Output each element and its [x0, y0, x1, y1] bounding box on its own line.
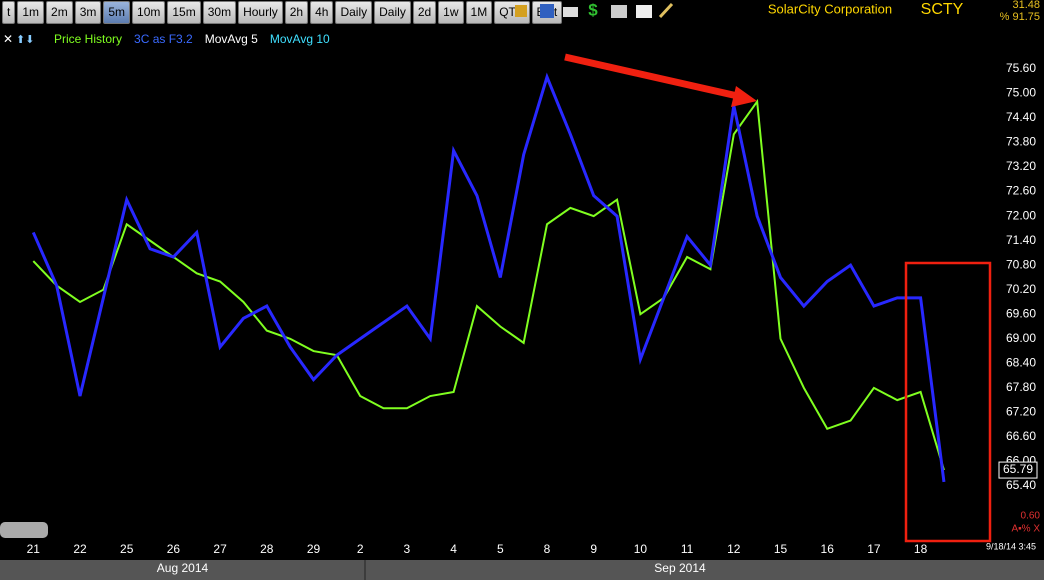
x-tick-label: 28 — [260, 542, 274, 556]
x-tick-label: 29 — [307, 542, 321, 556]
timeframe-button[interactable]: 2d — [412, 1, 437, 24]
timeframe-button[interactable]: 1w — [438, 1, 464, 24]
y-tick-label: 65.40 — [1006, 478, 1036, 492]
x-tick-label: 2 — [357, 542, 364, 556]
last-price-label: 65.79 — [1003, 462, 1033, 476]
x-tick-label: 17 — [867, 542, 881, 556]
y-tick-label: 70.20 — [1006, 282, 1036, 296]
timeframe-button[interactable]: Edit — [531, 1, 563, 24]
y-tick-label: 72.00 — [1006, 208, 1036, 222]
timeframe-button[interactable]: 2m — [46, 1, 73, 24]
timeframe-button[interactable]: 15m — [167, 1, 201, 24]
scroll-handle[interactable] — [0, 522, 48, 538]
legend-entry: MovAvg 5 — [205, 32, 258, 46]
timeframe-button[interactable]: 10m — [132, 1, 166, 24]
month-label: Aug 2014 — [157, 561, 209, 575]
x-tick-label: 15 — [774, 542, 788, 556]
y-tick-label: 73.20 — [1006, 159, 1036, 173]
y-tick-label: 71.40 — [1006, 233, 1036, 247]
y-tick-label: 72.60 — [1006, 184, 1036, 198]
timeframe-button[interactable]: t — [2, 1, 16, 24]
timestamp: 9/18/14 3:45 — [986, 541, 1036, 551]
x-tick-label: 27 — [213, 542, 227, 556]
timeframe-button[interactable]: Daily — [335, 1, 373, 24]
x-tick-label: 16 — [821, 542, 835, 556]
company-name: SolarCity Corporation — [768, 1, 892, 16]
quote-bottom: % 91.75 — [1000, 11, 1040, 23]
symbol: SCTY — [921, 1, 964, 18]
timeframe-button[interactable]: 1M — [465, 1, 493, 24]
annotation-arrowhead — [731, 86, 757, 107]
series-line — [31, 72, 946, 483]
y-tick-label: 66.60 — [1006, 429, 1036, 443]
y-tick-label: 67.20 — [1006, 405, 1036, 419]
y-tick-label: 67.80 — [1006, 380, 1036, 394]
y-tick-label: 69.60 — [1006, 306, 1036, 320]
annotation-box — [904, 261, 992, 543]
timeframe-button[interactable]: 3m — [74, 1, 102, 24]
x-tick-label: 10 — [634, 542, 648, 556]
x-tick-label: 12 — [727, 542, 741, 556]
indicator-toggles[interactable]: A▪% X — [1011, 524, 1040, 535]
x-tick-label: 9 — [590, 542, 597, 556]
y-tick-label: 75.00 — [1006, 86, 1036, 100]
legend-entry: Price History — [54, 32, 122, 46]
x-tick-label: 22 — [73, 542, 87, 556]
y-tick-label: 68.40 — [1006, 355, 1036, 369]
legend-entry: MovAvg 10 — [270, 32, 330, 46]
x-tick-label: 4 — [450, 542, 457, 556]
month-bar — [0, 560, 1044, 580]
quote-top: 31.48 — [1012, 0, 1040, 11]
timeframe-button[interactable]: 4h — [310, 1, 334, 24]
timeframe-button[interactable]: QTR — [494, 1, 530, 24]
y-tick-label: 75.60 — [1006, 61, 1036, 75]
series-line — [32, 98, 945, 471]
x-tick-label: 11 — [681, 542, 694, 556]
month-label: Sep 2014 — [654, 561, 706, 575]
small-value: 0.60 — [1021, 511, 1041, 522]
svg-text:$: $ — [588, 0, 598, 19]
y-tick-label: 70.80 — [1006, 257, 1036, 271]
x-tick-label: 21 — [27, 542, 41, 556]
timeframe-button[interactable]: Hourly — [238, 1, 283, 24]
legend-icons: ✕ — [3, 32, 13, 46]
x-tick-label: 5 — [497, 542, 504, 556]
x-tick-label: 18 — [914, 542, 928, 556]
y-tick-label: 74.40 — [1006, 110, 1036, 124]
timeframe-button[interactable]: 2h — [284, 1, 309, 24]
timeframe-button[interactable]: 30m — [202, 1, 237, 24]
annotation-arrow — [564, 53, 743, 101]
x-tick-label: 3 — [404, 542, 411, 556]
y-tick-label: 69.00 — [1006, 331, 1036, 345]
legend-icons: ⬆⬇ — [16, 34, 34, 46]
x-tick-label: 26 — [167, 542, 181, 556]
x-tick-label: 25 — [120, 542, 134, 556]
toolbar: t 1m 2m 3m 5m 10m 15m 30m Hourly 2h 4h Daily Daily 2d… — [0, 0, 564, 25]
last-price-box — [998, 461, 1038, 479]
timeframe-button[interactable]: 5m — [103, 1, 131, 24]
timeframe-button[interactable]: Daily — [374, 1, 411, 24]
y-tick-label: 73.80 — [1006, 135, 1036, 149]
timeframe-button[interactable]: 1m — [17, 1, 45, 24]
x-tick-label: 8 — [544, 542, 551, 556]
legend-entry: 3C as F3.2 — [134, 32, 193, 46]
y-tick-label: 66.00 — [1006, 454, 1036, 468]
